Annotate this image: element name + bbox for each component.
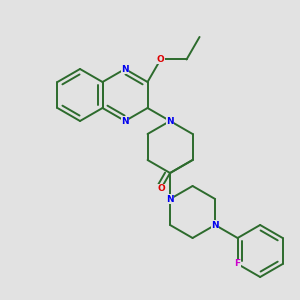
Text: N: N: [121, 116, 129, 125]
Text: N: N: [166, 116, 174, 125]
Text: N: N: [166, 194, 174, 203]
Text: O: O: [157, 55, 164, 64]
Text: N: N: [121, 64, 129, 74]
Text: O: O: [157, 184, 165, 193]
Text: F: F: [235, 260, 241, 268]
Text: N: N: [211, 220, 219, 230]
